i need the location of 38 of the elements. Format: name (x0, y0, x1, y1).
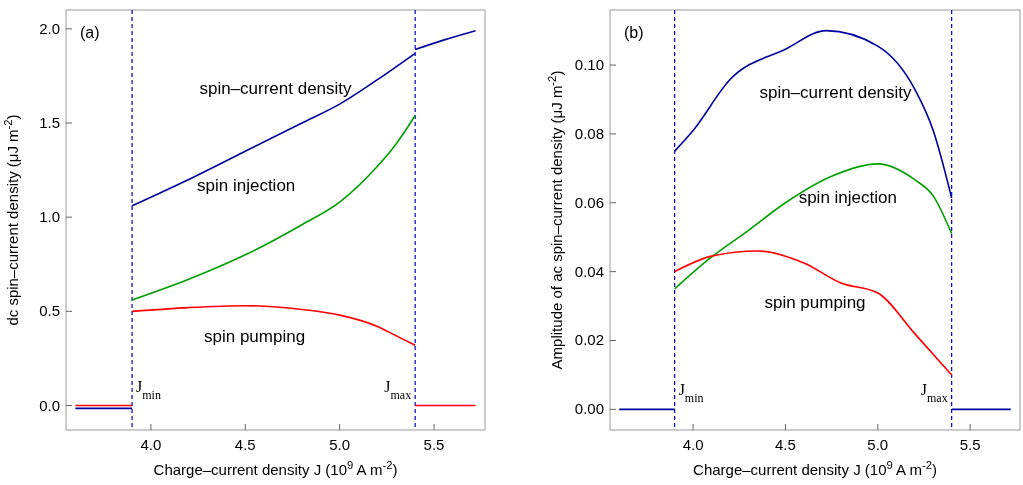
x-tick-label: 4.0 (682, 436, 704, 453)
x-tick-label: 4.5 (775, 436, 796, 453)
x-axis-title: Charge–current density J (10$^{9}$ A m$^{-2}$) (693, 459, 937, 478)
x-tick-label: 4.0 (140, 436, 162, 453)
x-tick-label: 5.5 (959, 436, 981, 453)
y-tick-label: 2.0 (39, 19, 60, 37)
ref-line-label: J$_{min}$ (678, 381, 704, 406)
ref-line-label: J$_{max}$ (920, 381, 948, 406)
y-tick-label: 1.5 (39, 114, 60, 131)
x-tick-label: 4.5 (234, 436, 256, 453)
line-series (131, 114, 416, 301)
text: (b) (624, 24, 644, 41)
x-axis-title: Charge–current density J (10$^{9}$ A m$^{-2}$) (153, 459, 398, 478)
annotation: spin pumping (764, 293, 866, 313)
y-tick-label: 0.00 (574, 400, 604, 418)
annotation: spin–current density (759, 83, 913, 103)
line-series (131, 304, 416, 347)
y-tick-label: 1.0 (39, 208, 60, 226)
y-tick-label: 0.0 (39, 396, 60, 414)
y-tick-label: 0.5 (39, 302, 60, 320)
annotation: spin–current density (199, 79, 353, 99)
line-series (673, 250, 953, 376)
line-series (131, 52, 416, 207)
annotation: spin pumping (203, 327, 306, 347)
text: (a) (80, 24, 100, 41)
x-tick-label: 5.0 (329, 436, 351, 453)
line-series (673, 163, 953, 290)
y-tick-label: 0.06 (574, 193, 604, 211)
annotation: spin injection (197, 175, 296, 195)
ref-line-label: J$_{max}$ (384, 377, 412, 402)
y-tick-label: 0.08 (574, 124, 604, 142)
annotation: spin injection (798, 188, 897, 208)
x-tick-label: 5.0 (867, 436, 889, 453)
y-tick-label: 0.02 (574, 331, 604, 349)
y-tick-label: 0.04 (574, 262, 604, 280)
ref-line-label: J$_{min}$ (136, 377, 161, 402)
x-tick-label: 5.5 (423, 436, 445, 453)
y-tick-label: 0.10 (574, 56, 604, 74)
